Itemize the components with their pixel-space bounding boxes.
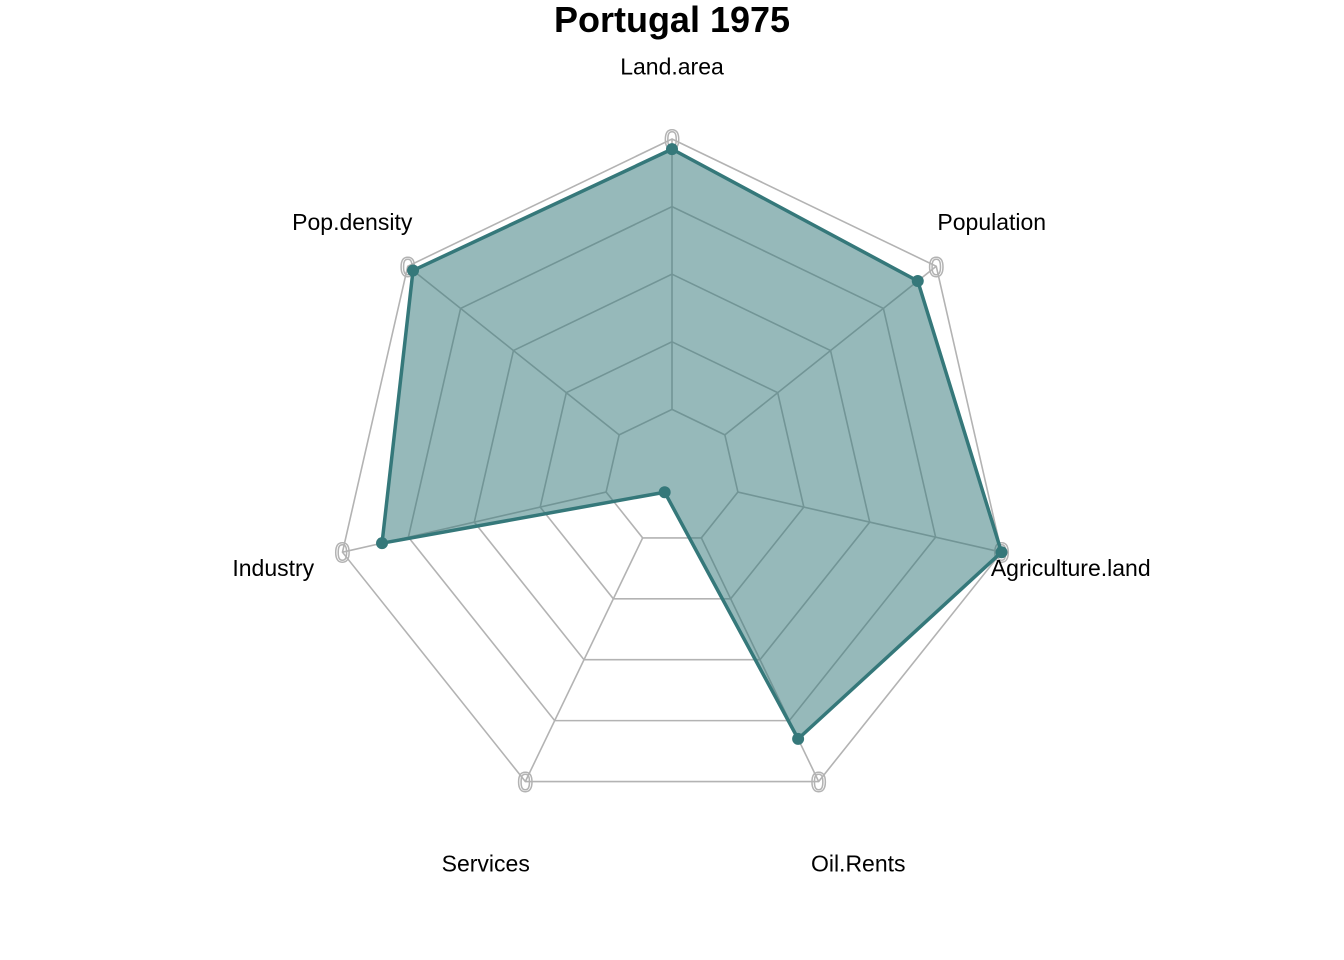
grid-ring	[341, 138, 1003, 783]
data-point	[407, 264, 420, 277]
data-point	[666, 143, 678, 156]
data-point	[792, 732, 805, 745]
tick-label: 0	[518, 767, 534, 798]
axis-label: Pop.density	[292, 209, 413, 235]
data-point	[911, 275, 924, 288]
data-point	[658, 486, 671, 499]
axis-label: Oil.Rents	[811, 851, 906, 877]
radar-series	[376, 143, 1008, 745]
radar-axis-labels: Land.area Population Agriculture.land Oil.R…	[232, 53, 1150, 876]
chart-title: Portugal 1975	[554, 0, 790, 40]
axis-label: Population	[937, 209, 1046, 235]
axis-label: Agriculture.land	[991, 555, 1151, 581]
grid-spoke	[524, 537, 644, 782]
series-area	[380, 147, 1004, 741]
axis-label: Services	[442, 851, 530, 877]
axis-label: Industry	[232, 555, 314, 581]
tick-label: 0	[335, 537, 351, 568]
tick-label: 0	[928, 251, 944, 282]
data-point	[995, 546, 1008, 559]
tick-label: 0	[811, 767, 827, 798]
axis-label: Land.area	[620, 53, 724, 79]
data-point	[376, 537, 389, 550]
